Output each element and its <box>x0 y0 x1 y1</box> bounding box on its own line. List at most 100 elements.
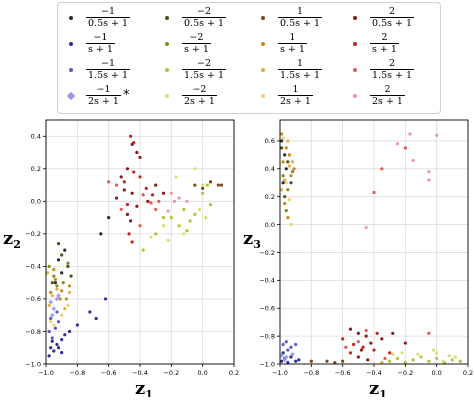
data-point <box>208 180 213 184</box>
data-point <box>201 191 205 195</box>
data-point <box>391 331 395 335</box>
legend-marker <box>348 41 362 46</box>
legend-marker-shape <box>69 15 73 20</box>
data-point <box>154 207 158 212</box>
y-axis-label-subscript: 3 <box>253 238 261 251</box>
data-point <box>154 183 158 187</box>
legend-fraction: −1 0.5s + 1 <box>86 6 131 29</box>
data-point <box>146 199 150 203</box>
data-point <box>53 277 58 282</box>
data-point <box>391 352 395 356</box>
legend-marker <box>160 67 174 72</box>
legend-marker <box>160 93 174 98</box>
data-point <box>52 274 56 278</box>
data-point <box>129 134 133 138</box>
legend-fraction: 1 1.5s + 1 <box>278 58 323 81</box>
data-point <box>125 202 130 207</box>
x-tick-label: 0.0 <box>197 369 207 377</box>
data-point <box>341 359 345 363</box>
legend-item: −1 0.5s + 1 <box>64 6 131 29</box>
data-point <box>427 359 431 363</box>
legend-denominator: s + 1 <box>182 43 211 55</box>
data-point <box>55 310 59 314</box>
data-point <box>201 183 205 187</box>
data-point <box>400 351 404 355</box>
legend-marker <box>348 67 362 72</box>
data-point <box>135 150 139 155</box>
data-point <box>161 216 166 220</box>
legend-marker <box>348 15 362 20</box>
data-point <box>64 297 68 301</box>
data-point <box>149 201 153 205</box>
data-point <box>107 180 111 184</box>
data-point <box>290 160 295 164</box>
data-point <box>344 345 348 349</box>
data-point <box>119 207 123 212</box>
legend-marker <box>256 67 270 72</box>
data-point <box>388 359 392 363</box>
data-point <box>135 204 139 208</box>
data-point <box>284 146 288 150</box>
data-point <box>380 337 384 341</box>
legend-marker-shape <box>353 93 357 98</box>
data-point <box>56 293 61 299</box>
data-point <box>55 342 59 347</box>
data-point <box>419 355 423 359</box>
data-point <box>47 303 51 308</box>
data-point <box>286 361 290 365</box>
data-point <box>141 193 145 197</box>
data-point <box>284 209 288 213</box>
y-tick-label: −0.2 <box>259 249 275 257</box>
data-point <box>435 133 439 137</box>
data-point <box>364 334 368 338</box>
data-point <box>279 132 284 136</box>
data-point <box>122 188 126 192</box>
data-point <box>380 361 384 365</box>
data-point <box>284 167 288 171</box>
legend-item: 2 0.5s + 1 <box>348 6 415 29</box>
legend-item: −2 2s + 1 <box>160 84 217 107</box>
data-point <box>294 342 298 347</box>
data-point <box>94 316 98 321</box>
legend-numerator: −1 <box>101 58 116 69</box>
data-point <box>182 207 186 212</box>
data-point <box>138 155 142 160</box>
y-tick-label: 0.2 <box>31 165 41 173</box>
data-point <box>348 327 353 331</box>
data-point <box>364 225 368 229</box>
data-point <box>63 307 67 311</box>
data-point <box>286 139 290 143</box>
data-point <box>216 183 220 187</box>
data-point <box>375 331 379 335</box>
data-point <box>219 183 224 187</box>
plot-frame <box>279 119 469 365</box>
legend-denominator: 0.5s + 1 <box>370 17 415 29</box>
x-tick-label: −0.6 <box>335 369 351 377</box>
data-point <box>403 361 407 365</box>
data-point <box>107 216 111 220</box>
x-tick-label: −1.0 <box>272 369 288 377</box>
legend-fraction: −2 0.5s + 1 <box>182 6 227 29</box>
legend-denominator: 0.5s + 1 <box>182 17 227 29</box>
data-point <box>132 170 136 174</box>
legend-item: 1 1.5s + 1 <box>256 58 323 81</box>
data-point <box>48 299 54 305</box>
data-point <box>69 274 73 278</box>
legend-fraction: 1 2s + 1 <box>278 84 313 107</box>
legend-marker <box>64 91 78 100</box>
legend-fraction: −1 1.5s + 1 <box>86 58 131 81</box>
data-point <box>193 212 197 216</box>
y-tick-label: −0.2 <box>25 230 41 238</box>
data-point <box>63 333 67 337</box>
data-point <box>49 346 53 350</box>
data-point <box>132 141 136 145</box>
data-point <box>157 199 161 203</box>
legend-item: 1 2s + 1 <box>256 84 313 107</box>
data-point <box>341 337 345 341</box>
data-point <box>292 167 296 171</box>
y-tick-label: 0.4 <box>265 165 275 173</box>
data-point <box>114 196 119 200</box>
legend-denominator: s + 1 <box>86 43 115 55</box>
data-point <box>284 340 288 344</box>
